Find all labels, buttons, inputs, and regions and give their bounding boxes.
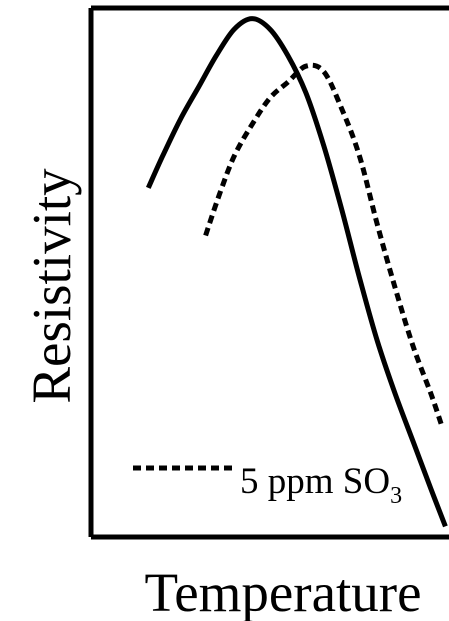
legend-label-subscript: 3 [390, 483, 402, 509]
legend-label-so3: 5 ppm SO3 [240, 461, 402, 509]
series-line-so3 [203, 62, 445, 427]
y-axis-label: Resistivity [21, 168, 82, 404]
series-layer [146, 16, 448, 528]
legend-label-main: 5 ppm SO [240, 461, 390, 502]
x-axis-label: Temperature [144, 562, 421, 621]
series-line-baseline [146, 16, 448, 528]
